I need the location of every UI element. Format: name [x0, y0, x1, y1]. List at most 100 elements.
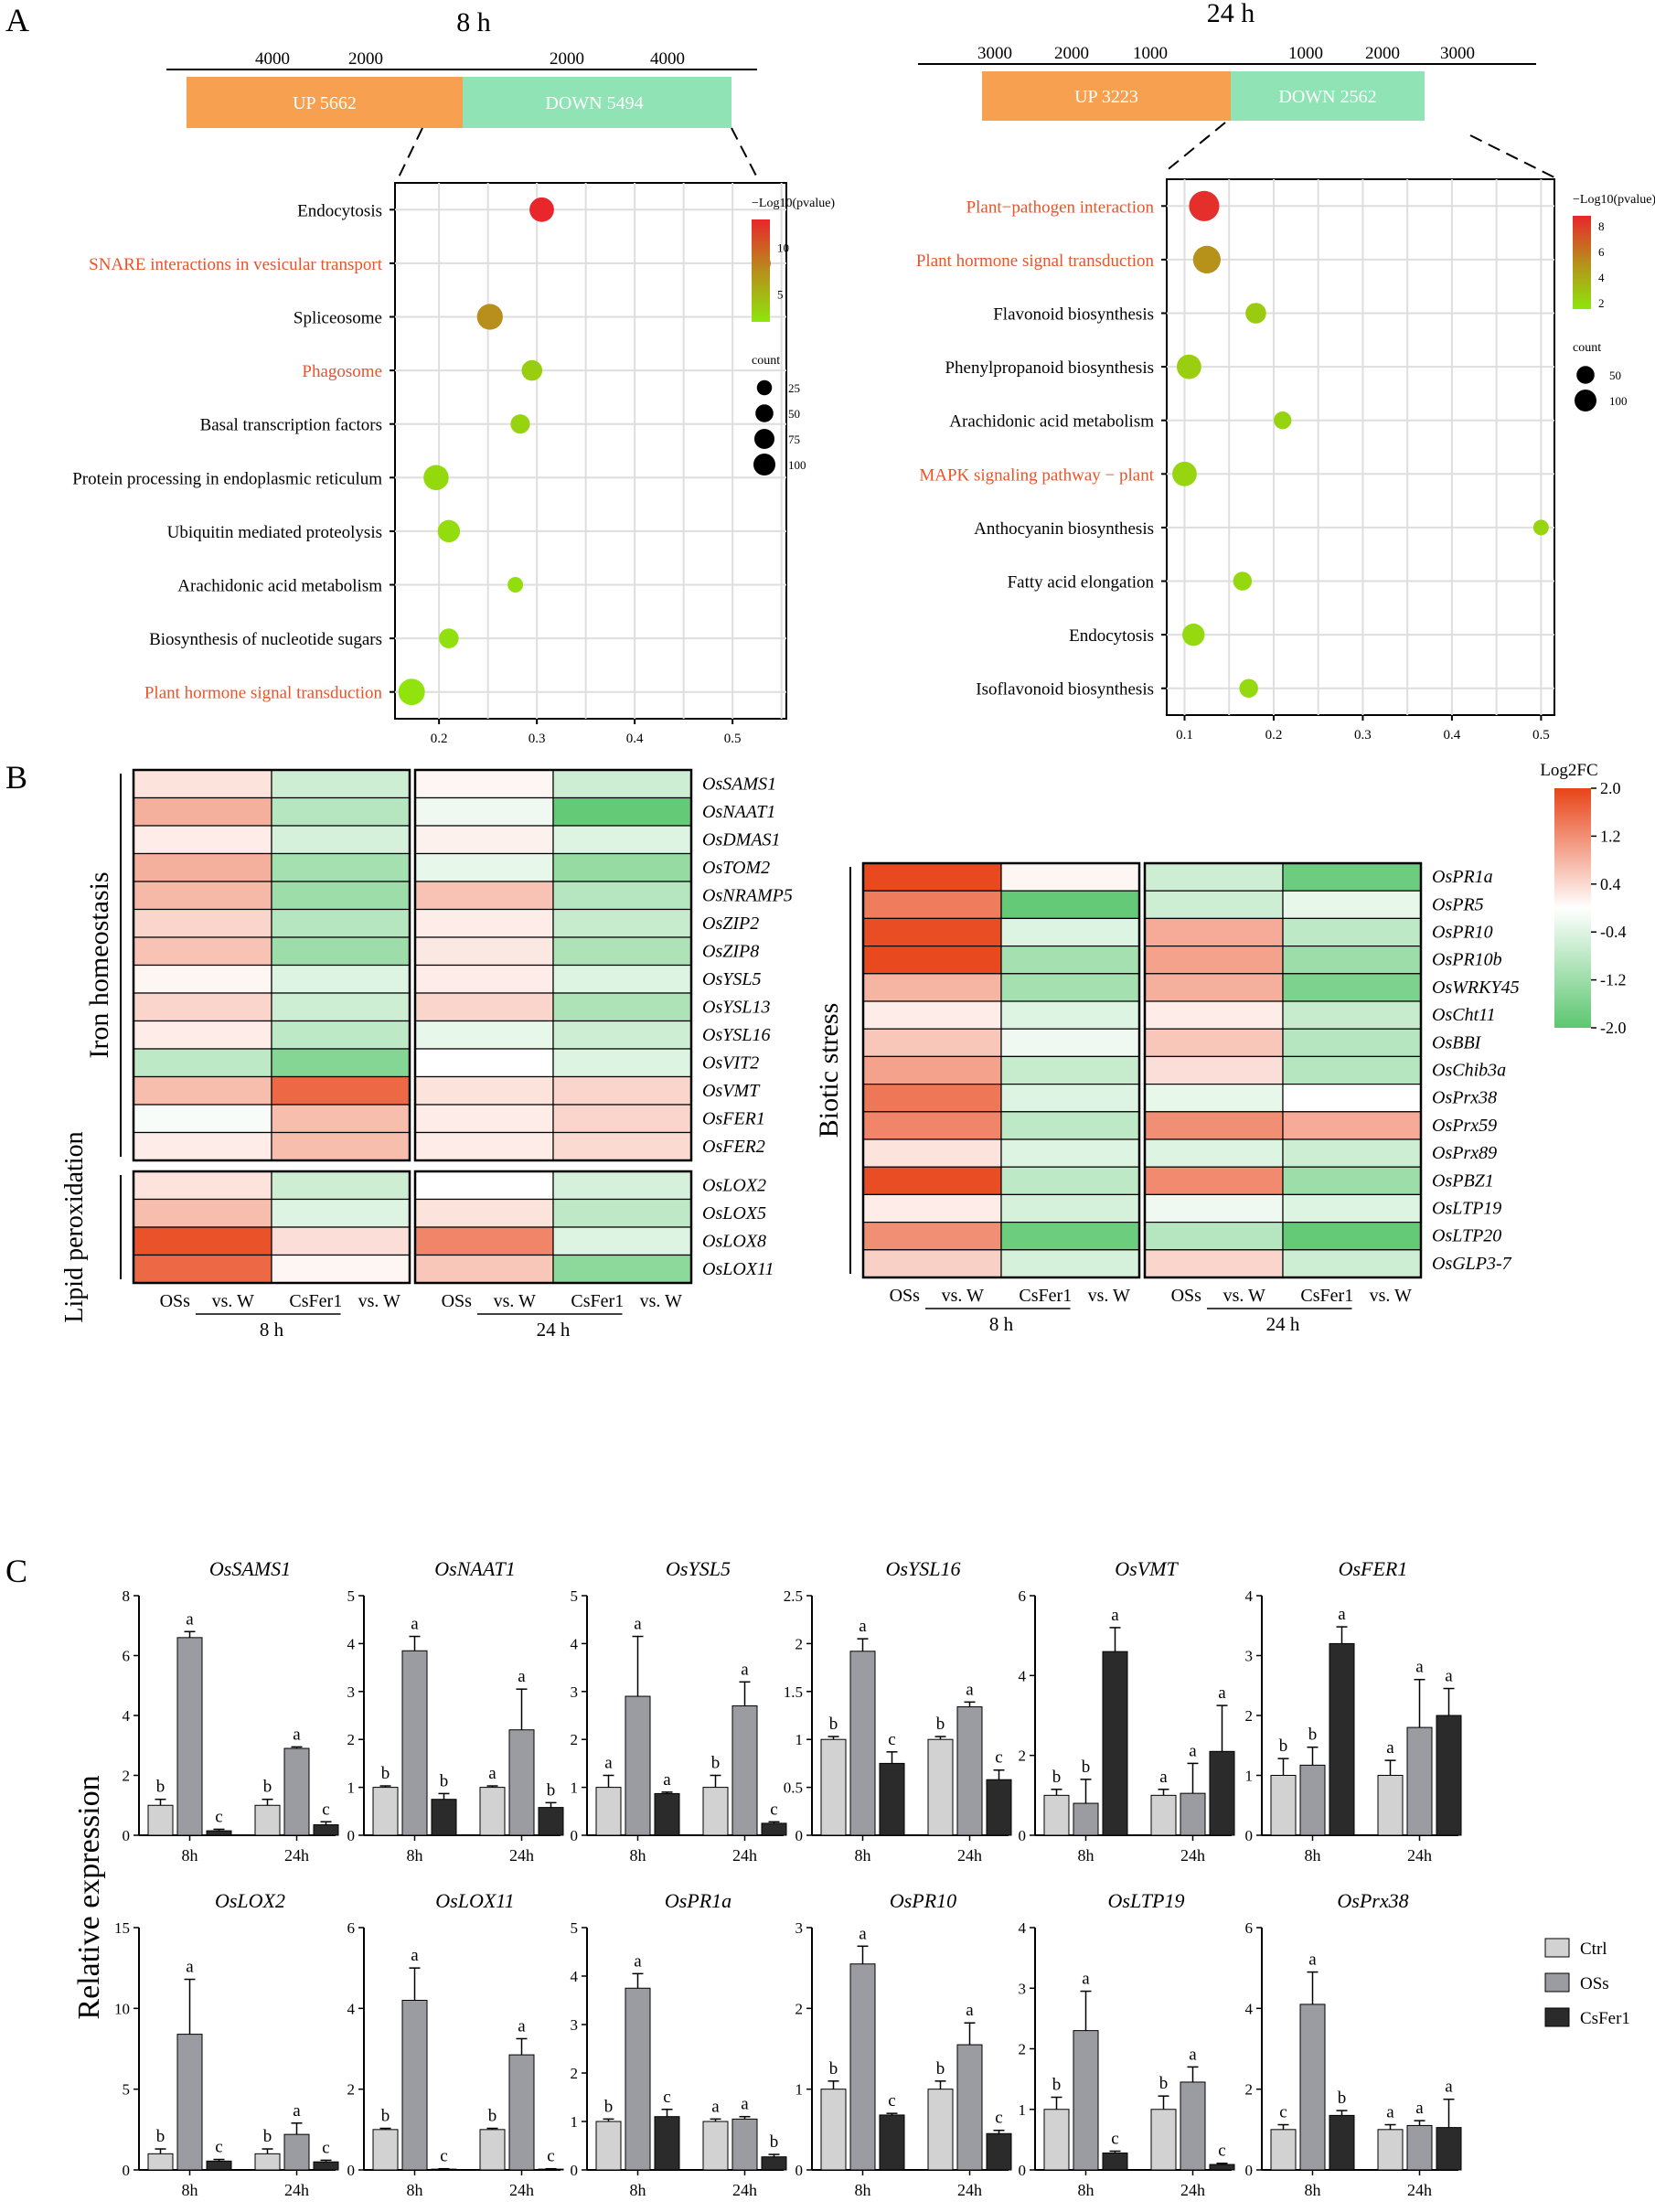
qpcr-y-tick-label: 0 [1019, 2162, 1027, 2179]
qpcr-panel-title: OsLOX11 [435, 1889, 514, 1912]
qpcr-bar [761, 2156, 787, 2171]
heat-cell [552, 1048, 692, 1078]
heat-cell [133, 964, 272, 994]
qpcr-bar [702, 2121, 729, 2171]
qpcr-bar [1150, 2109, 1177, 2171]
pathway-label: Anthocyanin biosynthesis [974, 519, 1154, 539]
deg-8h-tick: 4000 [255, 49, 290, 69]
legend-label: OSs [1580, 1974, 1609, 1993]
bubble-point [1172, 461, 1197, 486]
heat-cell [414, 1104, 554, 1134]
heat-cell [552, 796, 692, 827]
qpcr-sig-letter: b [604, 2097, 614, 2116]
qpcr-bar [206, 1830, 232, 1836]
qpcr-bar [1209, 1750, 1235, 1836]
qpcr-sig-letter: b [1279, 1736, 1288, 1756]
gene-label: OsNRAMP5 [702, 885, 793, 905]
qpcr-bar [849, 1963, 876, 2171]
gene-label: OsFER2 [702, 1137, 765, 1157]
qpcr-y-tick-label: 2 [1019, 2041, 1027, 2058]
qpcr-sig-letter: a [1218, 1683, 1226, 1703]
qpcr-y-tick-label: 3 [1019, 1980, 1027, 1997]
qpcr-y-tick-label: 0 [1019, 1827, 1027, 1844]
col-header: vs. W [212, 1291, 254, 1311]
gene-label: OsPBZ1 [1432, 1170, 1494, 1191]
qpcr-sig-letter: a [1159, 1768, 1168, 1787]
heat-cell [1282, 890, 1422, 920]
qpcr-x-tick-label: 8h [630, 1846, 646, 1865]
x-tick-label: 0.5 [724, 732, 742, 746]
pathway-label: Endocytosis [1069, 626, 1154, 646]
size-legend-title: count [752, 354, 780, 368]
deg-bar-24h: 24 h 3000 2000 1000 1000 2000 3000 UP 32… [918, 0, 1555, 178]
heat-cell [271, 796, 411, 827]
qpcr-bar [372, 1787, 399, 1836]
size-legend-dot [753, 454, 775, 476]
heat-cell [1000, 862, 1140, 892]
qpcr-y-tick-label: 1.5 [784, 1683, 803, 1701]
qpcr-bar [625, 1695, 651, 1836]
size-legend-label: 25 [788, 381, 800, 395]
qpcr-y-tick-label: 0 [123, 1827, 131, 1844]
qpcr-sig-letter: a [293, 1725, 301, 1744]
qpcr-y-tick-label: 2 [123, 1768, 131, 1785]
heat-cell [414, 1170, 554, 1201]
heat-cell [271, 992, 411, 1022]
zoom-line [396, 127, 423, 182]
heat-cell [1282, 1193, 1422, 1224]
gene-label: OsChib3a [1432, 1061, 1506, 1081]
heat-cell [133, 1226, 272, 1256]
bubble-point [1532, 519, 1549, 536]
qpcr-bar [1180, 2081, 1206, 2171]
gene-label: OsPR10 [1432, 923, 1493, 943]
gene-label: OsSAMS1 [702, 774, 776, 794]
heat-cell [271, 1131, 411, 1161]
qpcr-panel-title: OsSAMS1 [209, 1557, 291, 1580]
gene-label: OsPrx89 [1432, 1143, 1497, 1163]
heat-cell [271, 1170, 411, 1201]
qpcr-bar [1073, 2030, 1099, 2171]
pathway-label: Endocytosis [297, 201, 382, 220]
heat-cell [271, 908, 411, 938]
heat-cell [552, 1104, 692, 1134]
qpcr-sig-letter: a [634, 1951, 642, 1971]
qpcr-sig-letter: b [263, 2127, 272, 2146]
gene-label: OsPrx38 [1432, 1088, 1497, 1108]
qpcr-y-tick-label: 2 [1245, 1707, 1254, 1725]
heat-cell [271, 1104, 411, 1134]
time-label: 24 h [1266, 1313, 1300, 1335]
qpcr-bar [1436, 1715, 1462, 1836]
qpcr-sig-letter: b [1052, 1768, 1062, 1787]
qpcr-y-tick-label: 4 [1019, 1667, 1027, 1684]
gene-label: OsPR5 [1432, 894, 1484, 914]
heat-cell [1144, 1249, 1284, 1278]
heat-cell [552, 1131, 692, 1161]
qpcr-bar [1377, 1775, 1404, 1836]
qpcr-bar [1299, 1764, 1326, 1836]
qpcr-sig-letter: a [859, 1617, 867, 1636]
color-legend-tick: 8 [1598, 219, 1605, 233]
heat-cell [862, 1193, 1002, 1224]
qpcr-bar [986, 2132, 1012, 2171]
qpcr-sig-letter: a [711, 2097, 720, 2116]
heat-cell [133, 769, 272, 799]
qpcr-x-tick-label: 24h [1407, 2181, 1432, 2199]
gene-label: OsCht11 [1432, 1005, 1496, 1025]
heat-cell [414, 1198, 554, 1228]
color-legend-tick: 6 [1598, 245, 1605, 259]
legend-swatch [1544, 2007, 1570, 2027]
heat-cell [862, 917, 1002, 947]
gene-label: OsLOX8 [702, 1231, 766, 1251]
heat-cell [133, 1104, 272, 1134]
qpcr-sig-letter: a [1189, 1741, 1197, 1760]
qpcr-sig-letter: a [741, 1660, 749, 1679]
heat-cell [1282, 1221, 1422, 1251]
qpcr-y-tick-label: 5 [571, 1587, 579, 1605]
time-label: 24 h [537, 1319, 571, 1341]
size-legend-label: 75 [788, 433, 800, 446]
qpcr-y-tick-label: 2 [795, 1635, 804, 1652]
gene-label: OsTOM2 [702, 858, 770, 878]
bubble-point [529, 197, 554, 222]
qpcr-sig-letter: a [411, 1615, 419, 1634]
qpcr-x-tick-label: 24h [284, 2181, 309, 2199]
